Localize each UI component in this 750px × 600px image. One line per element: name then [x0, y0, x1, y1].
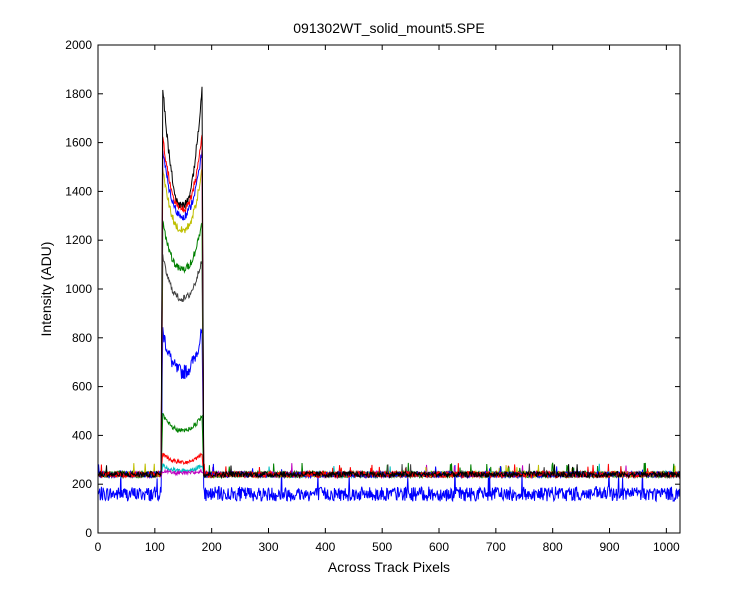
x-tick-label: 900 [600, 540, 620, 554]
plot-frame [97, 44, 681, 534]
x-tick-label: 100 [145, 540, 165, 554]
y-tick-label: 1600 [65, 136, 92, 150]
chart-title: 091302WT_solid_mount5.SPE [293, 20, 484, 36]
y-tick-label: 1400 [65, 184, 92, 198]
series-line-10 [97, 86, 681, 480]
series-line-6 [97, 220, 681, 480]
x-tick-label: 700 [486, 540, 506, 554]
y-tick-label: 400 [72, 428, 92, 442]
y-tick-label: 600 [72, 380, 92, 394]
y-tick-label: 1000 [65, 282, 92, 296]
x-axis-title: Across Track Pixels [328, 559, 450, 575]
tick-layer: 0 100 200 300 400 500 600 700 800 900 1000 0 200 400 6… [65, 38, 680, 554]
series-line-9 [97, 134, 681, 480]
x-tick-label: 1000 [653, 540, 680, 554]
x-tick-label: 600 [429, 540, 449, 554]
y-tick-label: 800 [72, 331, 92, 345]
x-tick-label: 500 [372, 540, 392, 554]
series-line-0 [97, 327, 681, 503]
x-tick-label: 200 [202, 540, 222, 554]
y-tick-label: 1800 [65, 87, 92, 101]
series-line-8 [97, 149, 681, 480]
x-tick-label: 0 [95, 540, 102, 554]
y-tick-label: 200 [72, 477, 92, 491]
x-tick-label: 400 [315, 540, 335, 554]
y-axis-title: Intensity (ADU) [38, 242, 54, 337]
y-tick-label: 2000 [65, 38, 92, 52]
y-tick-label: 0 [85, 526, 92, 540]
x-tick-label: 800 [543, 540, 563, 554]
series-layer [97, 86, 681, 503]
x-tick-label: 300 [258, 540, 278, 554]
y-tick-label: 1200 [65, 233, 92, 247]
